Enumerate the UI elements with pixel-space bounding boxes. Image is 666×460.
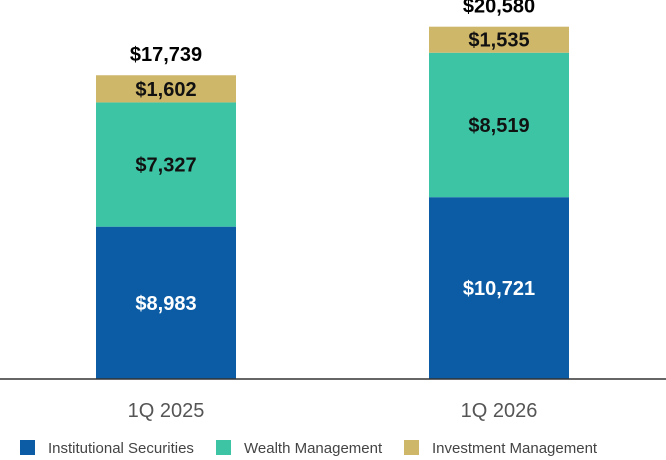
data-label-institutional-securities-1q-2025: $8,983 [135,293,196,315]
x-tick-label-1q-2025: 1Q 2025 [128,400,205,422]
bar-wealth-management-1q-2025 [96,102,236,227]
data-label-wealth-management-1q-2026: $8,519 [468,115,529,137]
legend-label-wealth-management: Wealth Management [244,440,383,457]
x-axis-ticks: 1Q 2025 1Q 2026 [128,400,538,422]
legend-swatch-institutional-securities [20,440,35,455]
bar-institutional-securities-1q-2026 [429,197,569,379]
data-label-investment-management-1q-2026: $1,535 [468,30,529,52]
total-label-1q-2026: $20,580 [463,0,535,18]
legend: Institutional Securities Wealth Managemen… [20,440,598,457]
data-label-institutional-securities-1q-2026: $10,721 [463,278,535,300]
legend-swatch-wealth-management [216,440,231,455]
legend-label-investment-management: Investment Management [432,440,598,457]
bar-wealth-management-1q-2026 [429,52,569,198]
labels-layer: $8,983 $7,327 $1,602 $17,739 $10,721 $8,519 $1… [130,0,535,315]
bar-investment-management-1q-2025 [96,75,236,103]
data-label-wealth-management-1q-2025: $7,327 [135,155,196,177]
legend-swatch-investment-management [404,440,419,455]
bar-institutional-securities-1q-2025 [96,226,236,379]
data-label-investment-management-1q-2025: $1,602 [135,79,196,101]
bar-investment-management-1q-2026 [429,26,569,53]
legend-label-institutional-securities: Institutional Securities [48,440,194,457]
x-tick-label-1q-2026: 1Q 2026 [461,400,538,422]
bars-layer [96,26,569,379]
total-label-1q-2025: $17,739 [130,44,202,66]
